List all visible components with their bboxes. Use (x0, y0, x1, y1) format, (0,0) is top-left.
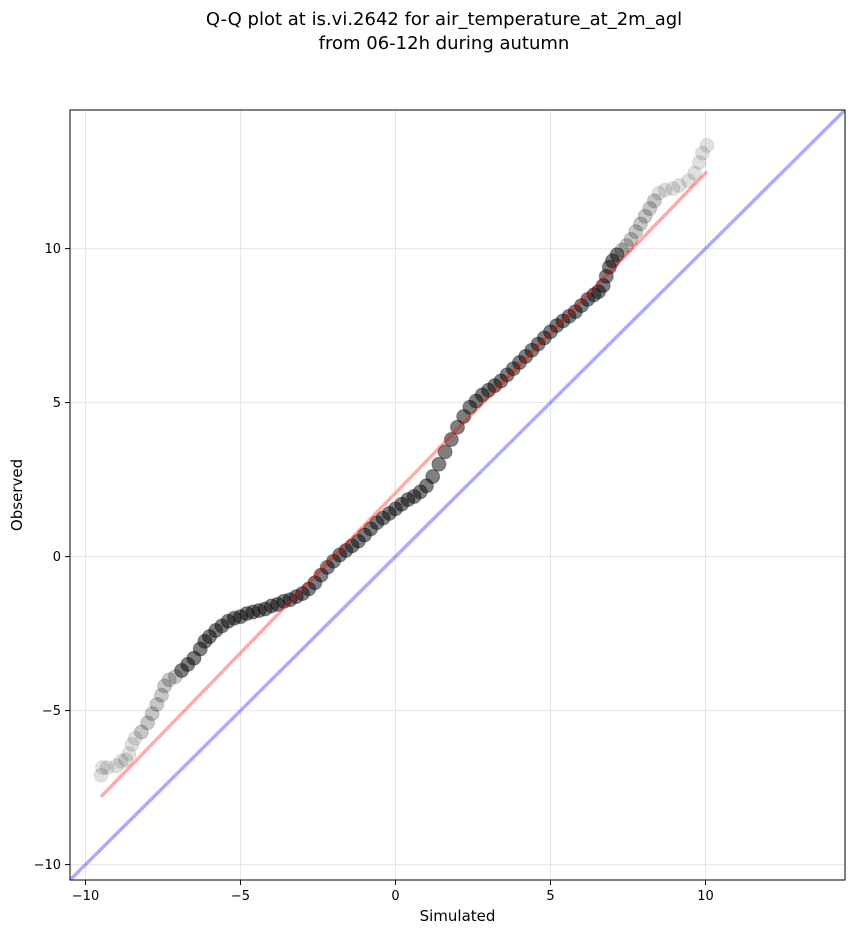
qq-point (144, 706, 160, 722)
qq-point (637, 208, 653, 224)
qq-point (628, 224, 644, 240)
qq-point (699, 137, 715, 153)
y-axis-label: Observed (8, 459, 26, 531)
y-tick-label: 0 (53, 550, 61, 565)
qq-point (95, 760, 111, 776)
x-axis-label: Simulated (420, 907, 496, 925)
qq-point (671, 177, 687, 193)
qq-point (694, 145, 710, 161)
x-tick-label: 0 (391, 889, 399, 904)
y-tick-label: −10 (34, 858, 61, 873)
y-axis-ticks: −10 −5 0 5 10 (34, 242, 70, 873)
x-axis-ticks: −10 −5 0 5 10 (72, 880, 714, 904)
qq-point (425, 469, 441, 485)
qq-point (646, 193, 662, 209)
qq-point (651, 185, 667, 201)
identity-line (70, 110, 845, 880)
qq-point (118, 752, 134, 768)
qq-point (609, 247, 625, 263)
grid (70, 110, 845, 880)
y-tick-label: 5 (53, 396, 61, 411)
qq-point (140, 715, 155, 731)
qq-point (93, 767, 109, 783)
y-tick-label: 10 (44, 242, 61, 257)
qq-point (153, 687, 169, 703)
qq-point (124, 736, 140, 752)
qq-point (665, 181, 681, 197)
x-tick-label: −10 (72, 889, 99, 904)
qq-point (443, 432, 459, 448)
qq-point (127, 730, 143, 746)
qq-point (121, 746, 137, 762)
data-points (93, 137, 715, 799)
qq-point (450, 419, 465, 435)
plot-frame (69, 109, 846, 881)
qq-point (113, 753, 129, 769)
chart-title: Q-Q plot at is.vi.2642 for air_temperatu… (205, 9, 683, 30)
x-tick-label: 5 (546, 889, 554, 904)
x-tick-label: 10 (697, 889, 714, 904)
qq-point (431, 456, 447, 472)
qq-point (657, 182, 673, 198)
y-tick-label: −5 (42, 704, 61, 719)
qq-point (614, 242, 630, 258)
qq-point (437, 444, 453, 460)
qq-point (99, 760, 115, 776)
reference-lines (70, 110, 845, 880)
qq-point (161, 672, 177, 688)
qq-point (680, 173, 696, 189)
qq-point (157, 678, 173, 694)
qq-point (687, 165, 703, 181)
qq-point (691, 154, 707, 170)
x-tick-label: −5 (231, 889, 250, 904)
qq-point (109, 758, 124, 774)
chart-subtitle: from 06-12h during autumn (318, 33, 570, 54)
qq-point (149, 696, 165, 712)
qq-point (623, 231, 639, 247)
qq-point (632, 216, 648, 232)
fit-line (99, 170, 709, 799)
qq-point (642, 201, 658, 217)
qq-point (618, 238, 634, 254)
qq-point (133, 724, 149, 740)
